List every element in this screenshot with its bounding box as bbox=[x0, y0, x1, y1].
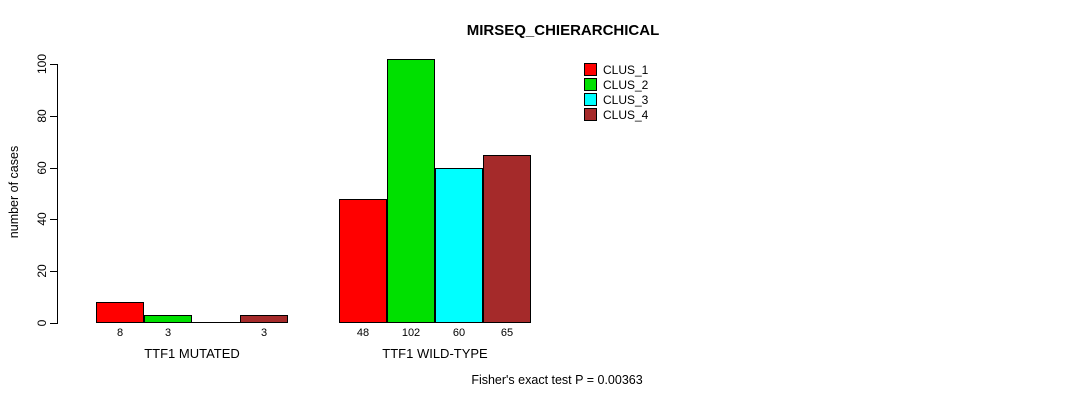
y-axis-line bbox=[57, 64, 58, 324]
bar-value-label: 48 bbox=[356, 327, 370, 339]
bar-value-label: 3 bbox=[164, 327, 172, 339]
bar-value-label: 3 bbox=[260, 327, 268, 339]
bar-value-label: 65 bbox=[500, 327, 514, 339]
y-axis-label: number of cases bbox=[7, 145, 21, 239]
y-tick-mark bbox=[50, 323, 57, 324]
y-tick-mark bbox=[50, 168, 57, 169]
legend-label: CLUS_3 bbox=[603, 92, 649, 107]
y-tick-label: 40 bbox=[35, 212, 49, 226]
bar-clus_4 bbox=[483, 155, 531, 323]
legend-label: CLUS_1 bbox=[603, 62, 649, 77]
bar-clus_2 bbox=[387, 59, 435, 323]
y-tick-label: 80 bbox=[35, 109, 49, 123]
y-tick-mark bbox=[50, 116, 57, 117]
legend-item-clus_4: CLUS_4 bbox=[584, 107, 648, 122]
bar-value-label: 60 bbox=[452, 327, 466, 339]
legend-swatch-clus_4 bbox=[584, 108, 597, 121]
y-tick-label: 20 bbox=[35, 264, 49, 278]
y-tick-label: 100 bbox=[35, 53, 49, 75]
bar-clus_2 bbox=[144, 315, 192, 323]
x-axis-group-label: TTF1 WILD-TYPE bbox=[382, 346, 488, 361]
bar-value-label: 102 bbox=[401, 327, 421, 339]
legend-swatch-clus_2 bbox=[584, 78, 597, 91]
bar-clus_3 bbox=[435, 168, 483, 323]
bar-clus_3-zero bbox=[192, 322, 240, 323]
legend-item-clus_3: CLUS_3 bbox=[584, 92, 648, 107]
annotation-fisher-test: Fisher's exact test P = 0.00363 bbox=[471, 373, 643, 387]
y-tick-mark bbox=[50, 219, 57, 220]
legend-item-clus_2: CLUS_2 bbox=[584, 77, 648, 92]
chart-title: MIRSEQ_CHIERARCHICAL bbox=[466, 22, 660, 39]
legend-label: CLUS_4 bbox=[603, 107, 649, 122]
y-tick-label: 60 bbox=[35, 161, 49, 175]
bar-clus_1 bbox=[96, 302, 144, 323]
bar-clus_4 bbox=[240, 315, 288, 323]
legend: CLUS_1 CLUS_2 CLUS_3 CLUS_4 bbox=[584, 62, 648, 122]
legend-item-clus_1: CLUS_1 bbox=[584, 62, 648, 77]
legend-swatch-clus_3 bbox=[584, 93, 597, 106]
bar-clus_1 bbox=[339, 199, 387, 323]
x-axis-group-label: TTF1 MUTATED bbox=[144, 346, 240, 361]
bar-value-label: 8 bbox=[116, 327, 124, 339]
legend-swatch-clus_1 bbox=[584, 63, 597, 76]
y-tick-mark bbox=[50, 271, 57, 272]
y-tick-label: 0 bbox=[35, 319, 49, 327]
legend-label: CLUS_2 bbox=[603, 77, 649, 92]
y-tick-mark bbox=[50, 64, 57, 65]
